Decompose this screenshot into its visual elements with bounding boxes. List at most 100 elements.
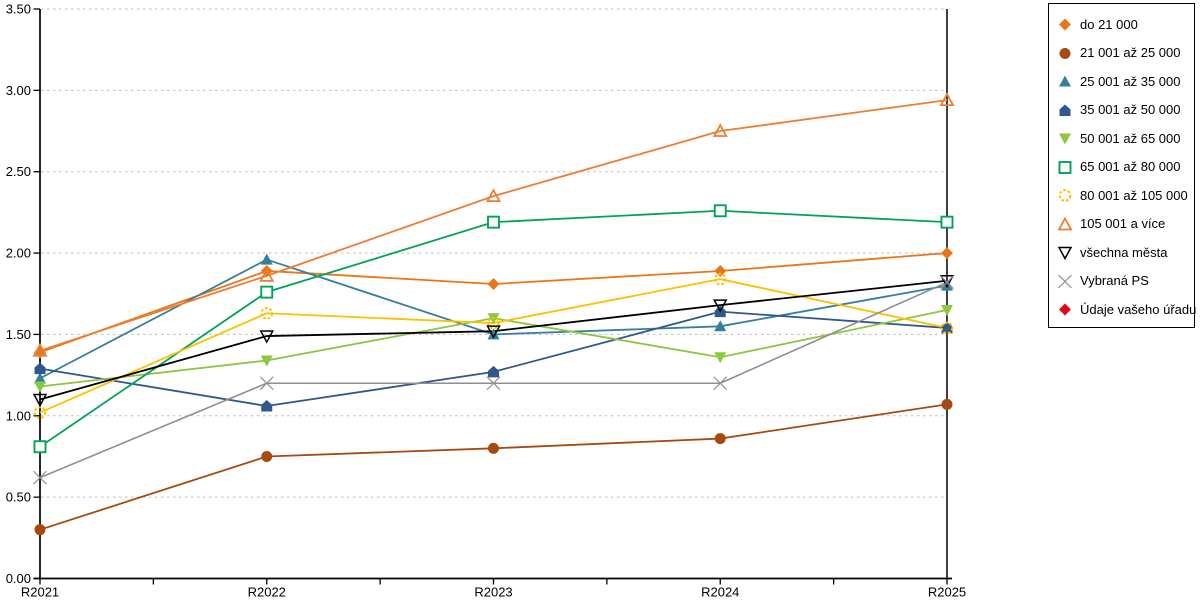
x-cross-legend-icon: [1058, 274, 1072, 288]
legend-label: 25 001 až 35 000: [1080, 73, 1181, 89]
series-line: [39, 99, 948, 352]
legend-item: 105 001 a více: [1057, 210, 1188, 238]
series-line: [39, 403, 948, 531]
triangle-down-open-marker: [32, 393, 48, 408]
legend-label: Údaje vašeho úřadu: [1080, 301, 1197, 317]
triangle-down-filled-marker: [34, 381, 46, 393]
legend-item: 80 001 až 105 000: [1057, 181, 1188, 209]
series-line: [39, 278, 948, 414]
x-tick-label: R2025: [928, 585, 966, 600]
pentagon-filled-marker: [488, 365, 499, 378]
square-open-marker: [260, 285, 274, 299]
pentagon-filled-legend-icon: [1059, 104, 1071, 116]
circle-filled-marker: [261, 450, 273, 462]
x-cross-marker: [259, 376, 274, 391]
markers-layer: [32, 92, 955, 536]
triangle-up-open-marker: [712, 123, 728, 137]
circle-filled-marker: [488, 442, 499, 454]
x-tick-label: R2021: [21, 585, 59, 600]
y-tick-label: 2.00: [6, 246, 31, 261]
circle-open-dashed-marker: [1058, 189, 1072, 202]
legend-label: Vybraná PS: [1080, 273, 1149, 288]
pentagon-filled-marker: [941, 321, 953, 334]
triangle-down-open-marker: [712, 299, 728, 313]
triangle-up-filled-marker: [941, 279, 953, 291]
x-cross-marker: [33, 470, 47, 485]
circle-open-dashed-marker: [940, 321, 954, 335]
circle-filled-legend-icon: [1059, 47, 1071, 59]
legend-item: 25 001 až 35 000: [1057, 67, 1188, 95]
circle-filled-marker: [1059, 47, 1071, 59]
y-tick-label: 3.00: [6, 83, 31, 98]
diamond-filled-marker: [941, 247, 953, 260]
x-tick-label: R2023: [474, 585, 512, 600]
pentagon-filled-marker: [1059, 104, 1071, 116]
triangle-down-open-marker: [1057, 246, 1073, 260]
y-tick-label: 0.50: [6, 490, 31, 505]
square-open-marker: [1058, 160, 1072, 174]
triangle-up-open-marker: [32, 342, 48, 357]
legend-item: 21 001 až 25 000: [1057, 39, 1188, 67]
circle-open-dashed-marker: [33, 406, 47, 419]
triangle-up-open-marker: [259, 267, 275, 282]
y-tick-label: 2.50: [6, 164, 31, 179]
legend-label: 65 001 až 80 000: [1080, 159, 1181, 174]
y-tick-label: 3.50: [6, 2, 31, 17]
circle-filled-marker: [714, 433, 726, 445]
y-tick-label: 1.50: [6, 327, 31, 342]
triangle-down-open-marker: [259, 330, 275, 344]
legend-item: Vybraná PS: [1057, 267, 1188, 295]
pentagon-filled-marker: [261, 400, 273, 412]
x-cross-marker: [940, 275, 954, 290]
triangle-down-filled-marker: [1059, 133, 1071, 145]
diamond-filled-marker: [714, 264, 727, 277]
legend-label: 50 001 až 65 000: [1080, 130, 1181, 146]
triangle-up-filled-marker: [714, 320, 727, 332]
x-cross-marker: [1058, 274, 1072, 288]
legend-item: všechna města: [1057, 238, 1188, 266]
square-open-marker: [33, 440, 47, 454]
triangle-up-filled-marker: [1059, 75, 1071, 87]
legend-label: 80 001 až 105 000: [1080, 187, 1188, 203]
triangle-down-filled-marker: [260, 355, 273, 367]
triangle-up-open-marker: [939, 92, 955, 107]
circle-filled-marker: [34, 524, 46, 536]
diamond-filled-marker: [1059, 18, 1071, 31]
diamond-filled-marker: [1059, 303, 1071, 316]
legend-item: 35 001 až 50 000: [1057, 96, 1188, 124]
legend-label: 105 001 a více: [1080, 216, 1166, 231]
legend-item: Údaje vašeho úřadu: [1057, 295, 1196, 323]
triangle-up-open-legend-icon: [1057, 216, 1073, 230]
diamond-filled-legend-icon: [1059, 18, 1071, 31]
triangle-up-filled-legend-icon: [1059, 75, 1071, 87]
legend-label: všechna města: [1080, 244, 1168, 260]
pentagon-filled-marker: [34, 362, 46, 375]
legend-item: do 21 000: [1057, 10, 1188, 38]
triangle-up-filled-marker: [260, 253, 273, 265]
y-tick-label: 0.00: [6, 571, 31, 586]
legend-item: 65 001 až 80 000: [1057, 153, 1188, 181]
triangle-down-filled-marker: [714, 352, 727, 364]
legend-label: do 21 000: [1080, 16, 1138, 32]
x-cross-marker: [486, 376, 501, 391]
square-open-marker: [940, 215, 954, 229]
square-open-legend-icon: [1058, 160, 1072, 174]
legend-label: 21 001 až 25 000: [1080, 45, 1181, 60]
y-tick-label: 1.00: [6, 408, 31, 423]
x-cross-marker: [713, 376, 728, 391]
circle-open-dashed-legend-icon: [1058, 189, 1072, 202]
circle-filled-marker: [941, 398, 953, 410]
circle-open-dashed-marker: [260, 306, 274, 320]
triangle-down-open-marker: [486, 325, 501, 339]
triangle-up-filled-marker: [487, 328, 500, 340]
diamond-filled-marker: [487, 277, 500, 290]
triangle-down-filled-marker: [941, 305, 953, 317]
square-open-marker: [487, 215, 500, 229]
triangle-down-open-legend-icon: [1057, 246, 1073, 260]
circle-open-dashed-marker: [713, 272, 727, 286]
circle-open-dashed-marker: [487, 316, 500, 330]
diamond-filled-legend-icon: [1059, 303, 1071, 316]
legend-label: 35 001 až 50 000: [1080, 102, 1181, 117]
